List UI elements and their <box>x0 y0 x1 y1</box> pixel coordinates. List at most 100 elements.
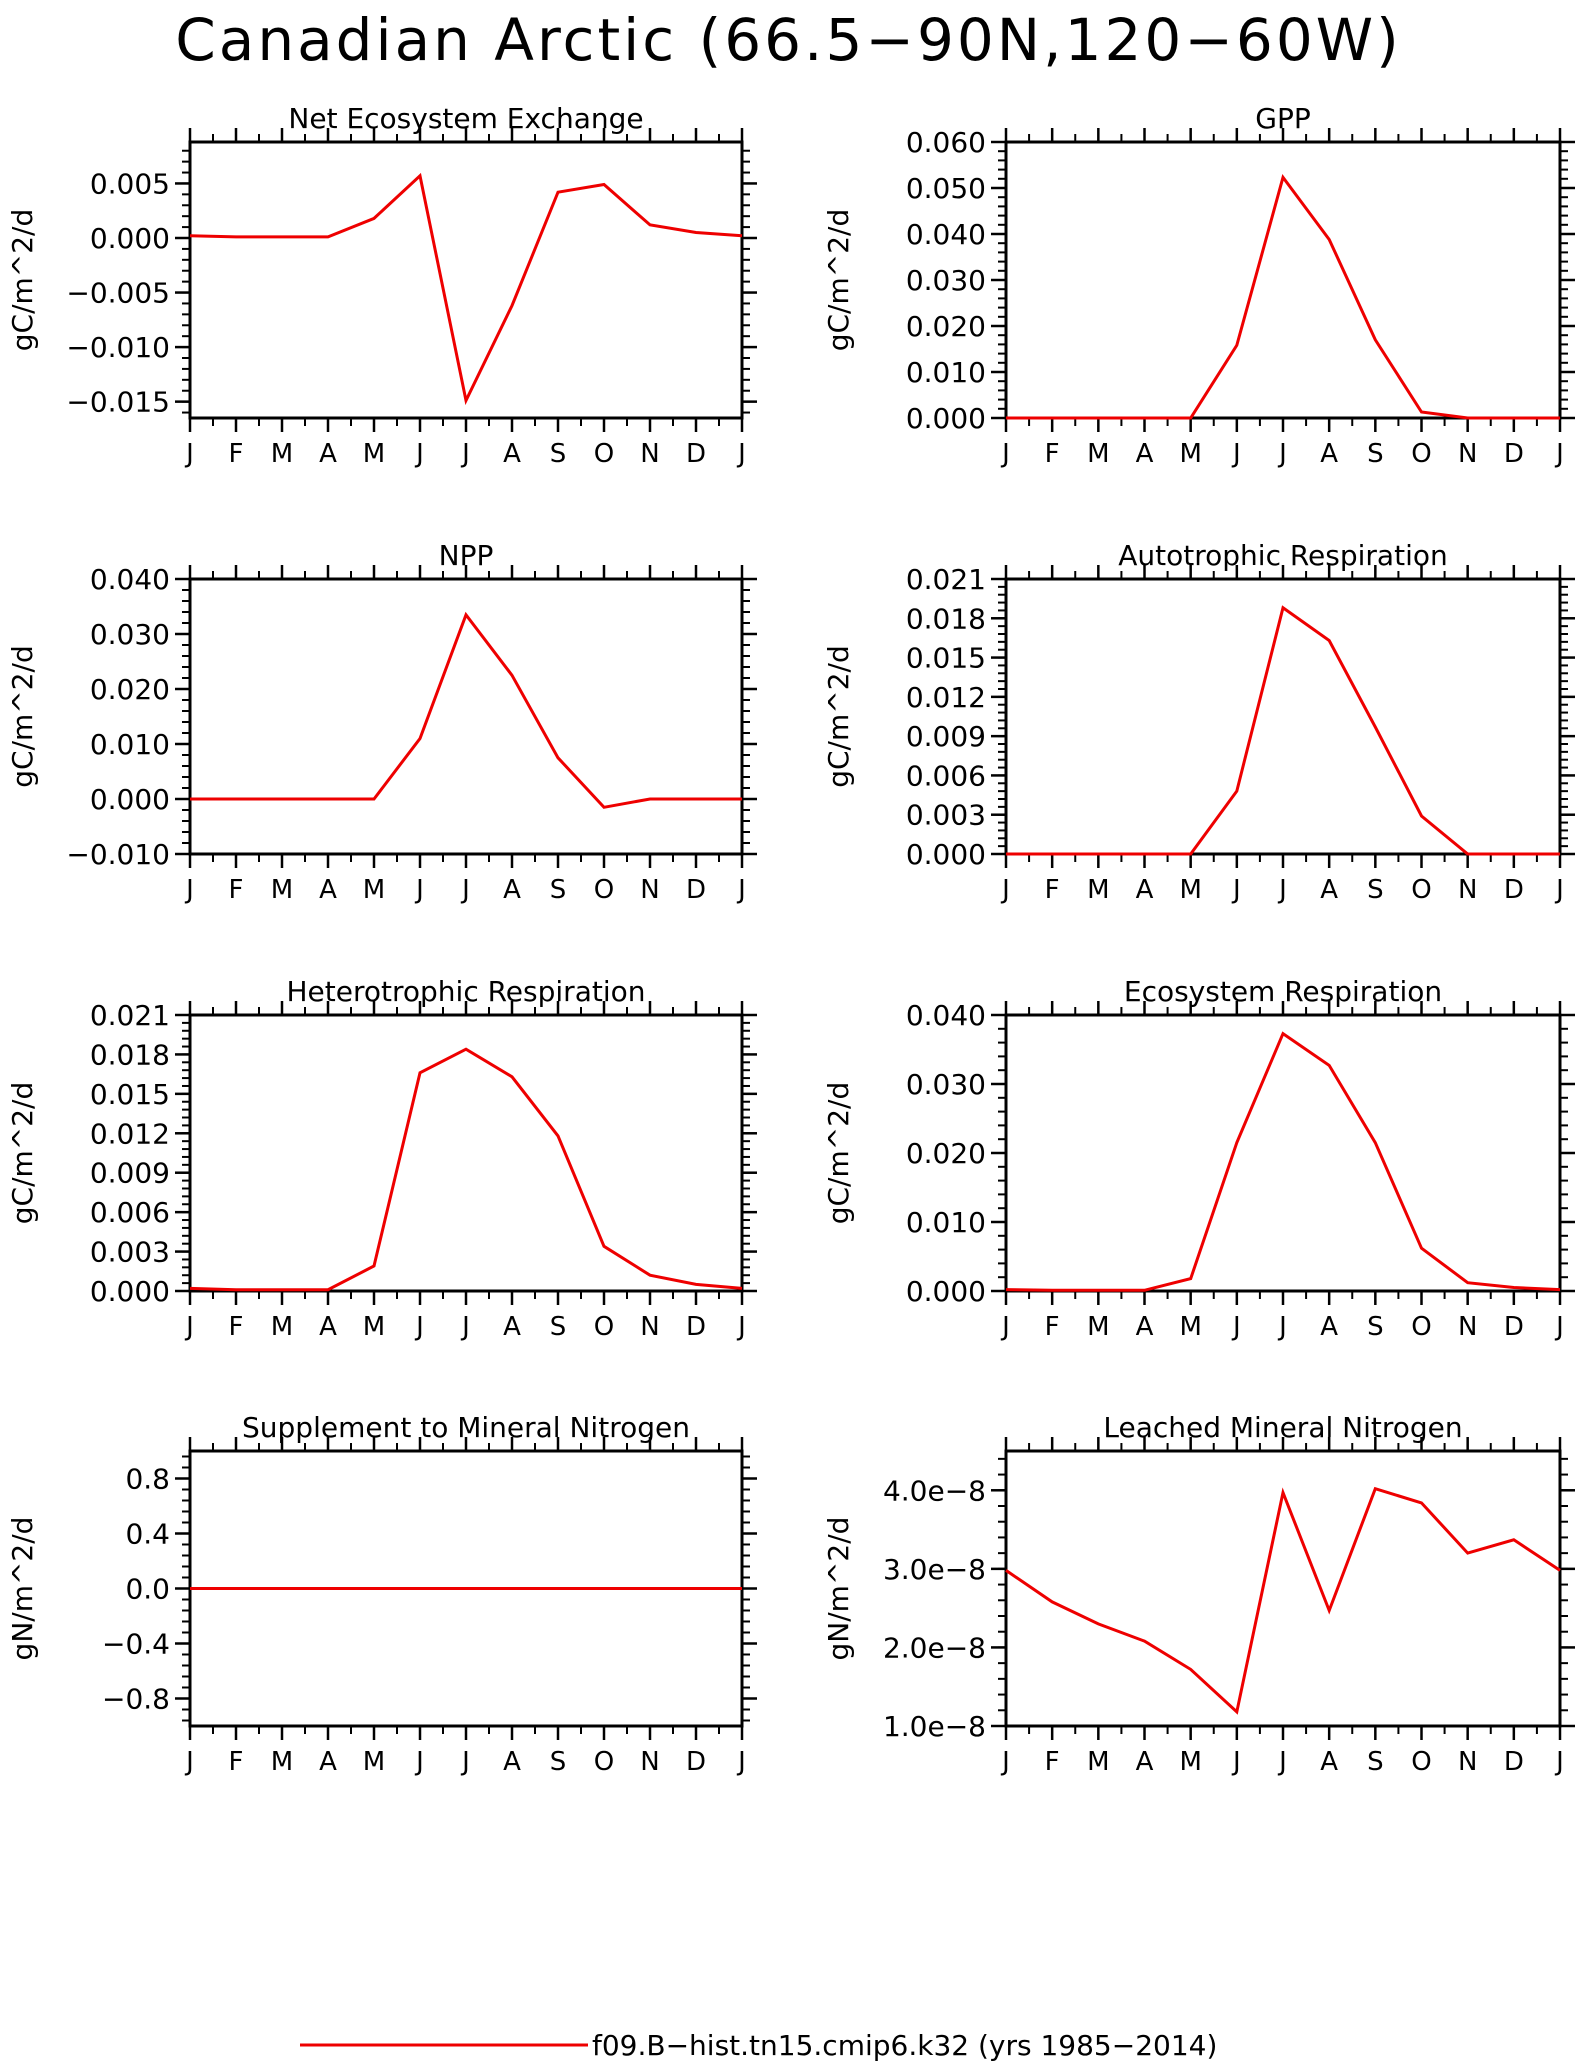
x-tick-label: A <box>1320 439 1338 469</box>
x-tick-label: J <box>1000 1747 1010 1777</box>
y-axis-label: gC/m^2/d <box>6 645 39 788</box>
plot-frame <box>1004 1013 1562 1293</box>
y-tick-label: 0.003 <box>906 799 986 832</box>
series-line <box>1005 1031 1561 1292</box>
x-tick-label: A <box>1320 1747 1338 1777</box>
x-tick-label: O <box>1411 1312 1431 1342</box>
y-tick-label: 0.003 <box>90 1236 170 1269</box>
series-line <box>1005 1486 1561 1715</box>
x-tick-label: J <box>414 1312 424 1342</box>
y-tick-label: 0.000 <box>90 783 170 816</box>
x-tick-label: J <box>414 1747 424 1777</box>
y-tick-label: 0.000 <box>906 838 986 871</box>
y-tick-label: −0.015 <box>66 386 170 419</box>
x-tick-label: J <box>460 439 470 469</box>
x-tick-label: S <box>550 875 567 905</box>
x-tick-label: M <box>271 1747 293 1777</box>
y-tick-label: 0.000 <box>906 1275 986 1308</box>
x-tick-label: D <box>686 875 706 905</box>
x-tick-label: J <box>1277 1312 1287 1342</box>
x-tick-label: F <box>1045 1312 1060 1342</box>
y-tick-label: 0.030 <box>906 1068 986 1101</box>
x-tick-label: J <box>184 1747 194 1777</box>
x-tick-label: F <box>1045 439 1060 469</box>
x-tick-label: A <box>1320 875 1338 905</box>
y-axis-label: gC/m^2/d <box>822 209 855 352</box>
x-tick-label: S <box>550 1312 567 1342</box>
x-tick-label: D <box>1504 875 1524 905</box>
x-tick-label: A <box>503 439 521 469</box>
x-tick-label: J <box>1554 875 1564 905</box>
x-tick-label: J <box>414 875 424 905</box>
series-line <box>1006 605 1560 856</box>
y-tick-label: 3.0e−8 <box>883 1553 986 1586</box>
panel-title: NPP <box>439 539 494 572</box>
panel-title: GPP <box>1255 102 1310 135</box>
legend-label: f09.B−hist.tn15.cmip6.k32 (yrs 1985−2014… <box>592 2029 1217 2062</box>
panel-title: Ecosystem Respiration <box>1124 975 1442 1008</box>
x-tick-label: D <box>686 1747 706 1777</box>
x-tick-label: O <box>594 875 614 905</box>
y-tick-label: 0.006 <box>90 1196 170 1229</box>
plot-frame <box>188 140 744 420</box>
x-tick-label: M <box>1179 439 1201 469</box>
y-tick-label: 0.009 <box>906 720 986 753</box>
y-axis-label: gN/m^2/d <box>822 1517 855 1661</box>
x-tick-label: O <box>1411 439 1431 469</box>
chart-panel-6: J F M A M J J A S O N D J0.0000.0100.0200.0300.040Ec… <box>822 975 1575 1342</box>
y-tick-label: 0.005 <box>90 167 170 200</box>
x-tick-label: N <box>640 439 659 469</box>
y-tick-label: 0.012 <box>90 1117 170 1150</box>
x-tick-label: A <box>1136 875 1154 905</box>
x-tick-label: A <box>319 1312 337 1342</box>
y-axis-label: gC/m^2/d <box>822 645 855 788</box>
x-tick-label: S <box>1367 1747 1384 1777</box>
x-tick-label: A <box>1136 439 1154 469</box>
y-tick-label: 0.018 <box>90 1038 170 1071</box>
y-tick-label: 0.020 <box>906 1137 986 1170</box>
panel-title: Autotrophic Respiration <box>1118 539 1447 572</box>
chart-panel-8: J F M A M J J A S O N D J1.0e−82.0e−83.0e−84.0e−8Lea… <box>822 1411 1575 1777</box>
x-tick-label: J <box>1231 875 1241 905</box>
y-axis-label: gN/m^2/d <box>6 1517 39 1661</box>
y-tick-label: 1.0e−8 <box>883 1710 986 1743</box>
y-tick-label: 0.020 <box>90 673 170 706</box>
y-tick-label: 0.020 <box>906 310 986 343</box>
x-tick-label: A <box>319 1747 337 1777</box>
x-tick-label: J <box>1277 439 1287 469</box>
y-axis-label: gC/m^2/d <box>822 1082 855 1225</box>
x-tick-label: A <box>1136 1312 1154 1342</box>
x-tick-label: M <box>363 1747 385 1777</box>
y-tick-label: 0.040 <box>906 999 986 1032</box>
x-tick-label: M <box>271 1312 293 1342</box>
x-tick-label: M <box>1087 1747 1109 1777</box>
x-tick-label: D <box>1504 1312 1524 1342</box>
x-tick-label: A <box>1320 1312 1338 1342</box>
x-tick-label: J <box>736 439 746 469</box>
x-tick-label: M <box>1179 1747 1201 1777</box>
x-tick-label: A <box>503 1312 521 1342</box>
x-tick-label: J <box>414 439 424 469</box>
y-tick-label: 0.015 <box>90 1078 170 1111</box>
x-tick-label: M <box>363 875 385 905</box>
panel-title: Leached Mineral Nitrogen <box>1103 1411 1462 1444</box>
x-tick-label: J <box>1000 1312 1010 1342</box>
x-tick-label: J <box>1231 1747 1241 1777</box>
y-tick-label: −0.8 <box>102 1683 170 1716</box>
chart-panel-3: J F M A M J J A S O N D J−0.0100.0000.0100.0200.0300… <box>6 539 757 905</box>
x-tick-label: J <box>1277 875 1287 905</box>
x-tick-label: M <box>1087 875 1109 905</box>
chart-panel-2: J F M A M J J A S O N D J0.0000.0100.0200.0300.0400.… <box>822 102 1575 469</box>
y-tick-label: 0.0 <box>125 1573 170 1606</box>
x-tick-label: J <box>184 875 194 905</box>
x-tick-label: J <box>1554 1747 1564 1777</box>
x-tick-label: F <box>1045 1747 1060 1777</box>
x-tick-label: N <box>640 1747 659 1777</box>
x-tick-label: S <box>550 439 567 469</box>
x-tick-label: J <box>1000 875 1010 905</box>
x-tick-label: M <box>1179 1312 1201 1342</box>
y-tick-label: 0.000 <box>906 402 986 435</box>
x-tick-label: N <box>1458 1747 1477 1777</box>
plot-frame <box>188 577 744 856</box>
